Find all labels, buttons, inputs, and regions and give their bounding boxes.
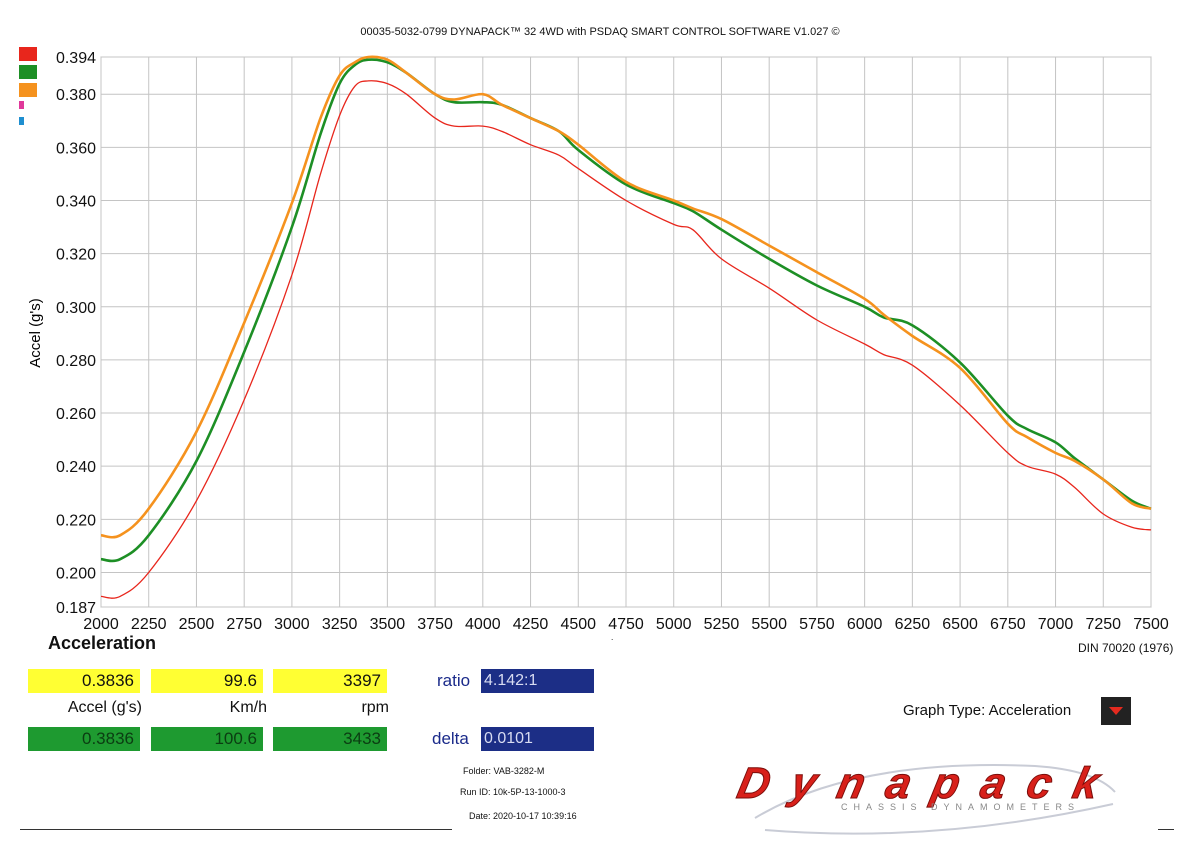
readout-rpm-2: 3433 bbox=[273, 727, 387, 751]
x-tick-label: 5000 bbox=[656, 616, 692, 633]
x-tick-label: 2500 bbox=[179, 616, 215, 633]
dynapack-logo: Dynapack CHASSIS DYNAMOMETERS bbox=[733, 752, 1135, 842]
x-tick-label: 4000 bbox=[465, 616, 501, 633]
y-tick-label: 0.240 bbox=[56, 459, 96, 476]
graph-title: Acceleration bbox=[48, 633, 157, 653]
x-tick-label: 3000 bbox=[274, 616, 310, 633]
label-rpm: rpm bbox=[361, 699, 389, 716]
readout-speed-2: 100.6 bbox=[151, 727, 263, 751]
y-tick-label: 0.380 bbox=[56, 87, 96, 104]
x-tick-label: 6750 bbox=[990, 616, 1026, 633]
legend-swatch-orange[interactable] bbox=[19, 83, 37, 97]
y-tick-label: 0.360 bbox=[56, 140, 96, 157]
run-id-info: Run ID: 10k-5P-13-1000-3 bbox=[460, 787, 566, 797]
chart-grid bbox=[100, 56, 1152, 608]
label-accel: Accel (g's) bbox=[67, 699, 142, 716]
y-tick-labels: 0.187 0.200 0.220 0.240 0.260 0.280 0.300 0.320… bbox=[56, 50, 96, 617]
header-title: 00035-5032-0799 DYNAPACK™ 32 4WD with PS… bbox=[360, 26, 840, 38]
x-tick-label: 2250 bbox=[131, 616, 167, 633]
x-tick-label: 4750 bbox=[608, 616, 644, 633]
x-tick-label: 6000 bbox=[847, 616, 883, 633]
x-tick-label: 5750 bbox=[799, 616, 835, 633]
footer-rule-left bbox=[20, 829, 452, 830]
y-tick-label: 0.260 bbox=[56, 406, 96, 423]
series-line-0 bbox=[100, 80, 1152, 599]
legend-swatch-pink[interactable] bbox=[19, 101, 24, 109]
svg-text:Dynapack: Dynapack bbox=[735, 759, 1106, 807]
x-tick-label: 7500 bbox=[1133, 616, 1169, 633]
readout-speed-1: 99.6 bbox=[151, 669, 263, 693]
ratio-value: 4.142:1 bbox=[481, 669, 594, 693]
label-speed: Km/h bbox=[229, 699, 267, 716]
readout-rpm-1: 3397 bbox=[273, 669, 387, 693]
x-tick-label: 7000 bbox=[1038, 616, 1074, 633]
y-tick-label: 0.220 bbox=[56, 512, 96, 529]
legend-swatch-green[interactable] bbox=[19, 65, 37, 79]
y-tick-label: 0.300 bbox=[56, 300, 96, 317]
acceleration-chart: 0.187 0.200 0.220 0.240 0.260 0.280 0.300 0.320… bbox=[27, 50, 1169, 640]
x-tick-labels: 2000 2250 2500 2750 3000 3250 3500 3750 4000 4250… bbox=[83, 616, 1169, 633]
x-axis-label: Engine RPM bbox=[582, 638, 672, 640]
x-tick-label: 2750 bbox=[226, 616, 262, 633]
chart-series bbox=[100, 55, 1152, 599]
y-tick-label: 0.280 bbox=[56, 353, 96, 370]
series-line-2 bbox=[100, 55, 1152, 539]
standard-label: DIN 70020 (1976) bbox=[1078, 641, 1174, 655]
graph-type-label: Graph Type: Acceleration bbox=[903, 702, 1072, 719]
y-tick-label: 0.340 bbox=[56, 193, 96, 210]
x-tick-label: 6500 bbox=[942, 616, 978, 633]
delta-value: 0.0101 bbox=[481, 727, 594, 751]
graph-type-dropdown-button[interactable] bbox=[1101, 697, 1131, 725]
x-tick-label: 7250 bbox=[1085, 616, 1121, 633]
x-tick-label: 4500 bbox=[560, 616, 596, 633]
y-tick-label: 0.187 bbox=[56, 600, 96, 617]
y-tick-label: 0.320 bbox=[56, 247, 96, 264]
x-tick-label: 6250 bbox=[895, 616, 931, 633]
y-tick-label: 0.394 bbox=[56, 50, 96, 67]
y-tick-label: 0.200 bbox=[56, 565, 96, 582]
x-tick-label: 4250 bbox=[513, 616, 549, 633]
footer-rule-right bbox=[1158, 829, 1174, 830]
x-tick-label: 5250 bbox=[704, 616, 740, 633]
delta-label: delta bbox=[432, 729, 469, 748]
x-tick-label: 3750 bbox=[417, 616, 453, 633]
date-info: Date: 2020-10-17 10:39:16 bbox=[469, 811, 577, 821]
x-tick-label: 3250 bbox=[322, 616, 358, 633]
x-tick-label: 2000 bbox=[83, 616, 119, 633]
y-axis-label: Accel (g's) bbox=[27, 298, 44, 368]
x-tick-label: 5500 bbox=[751, 616, 787, 633]
legend-swatch-red[interactable] bbox=[19, 47, 37, 61]
folder-info: Folder: VAB-3282-M bbox=[463, 766, 545, 776]
legend-swatch-blue[interactable] bbox=[19, 117, 24, 125]
ratio-label: ratio bbox=[437, 671, 471, 690]
svg-text:CHASSIS DYNAMOMETERS: CHASSIS DYNAMOMETERS bbox=[841, 802, 1080, 812]
readout-accel-1: 0.3836 bbox=[28, 669, 140, 693]
readout-accel-2: 0.3836 bbox=[28, 727, 140, 751]
x-tick-label: 3500 bbox=[370, 616, 406, 633]
